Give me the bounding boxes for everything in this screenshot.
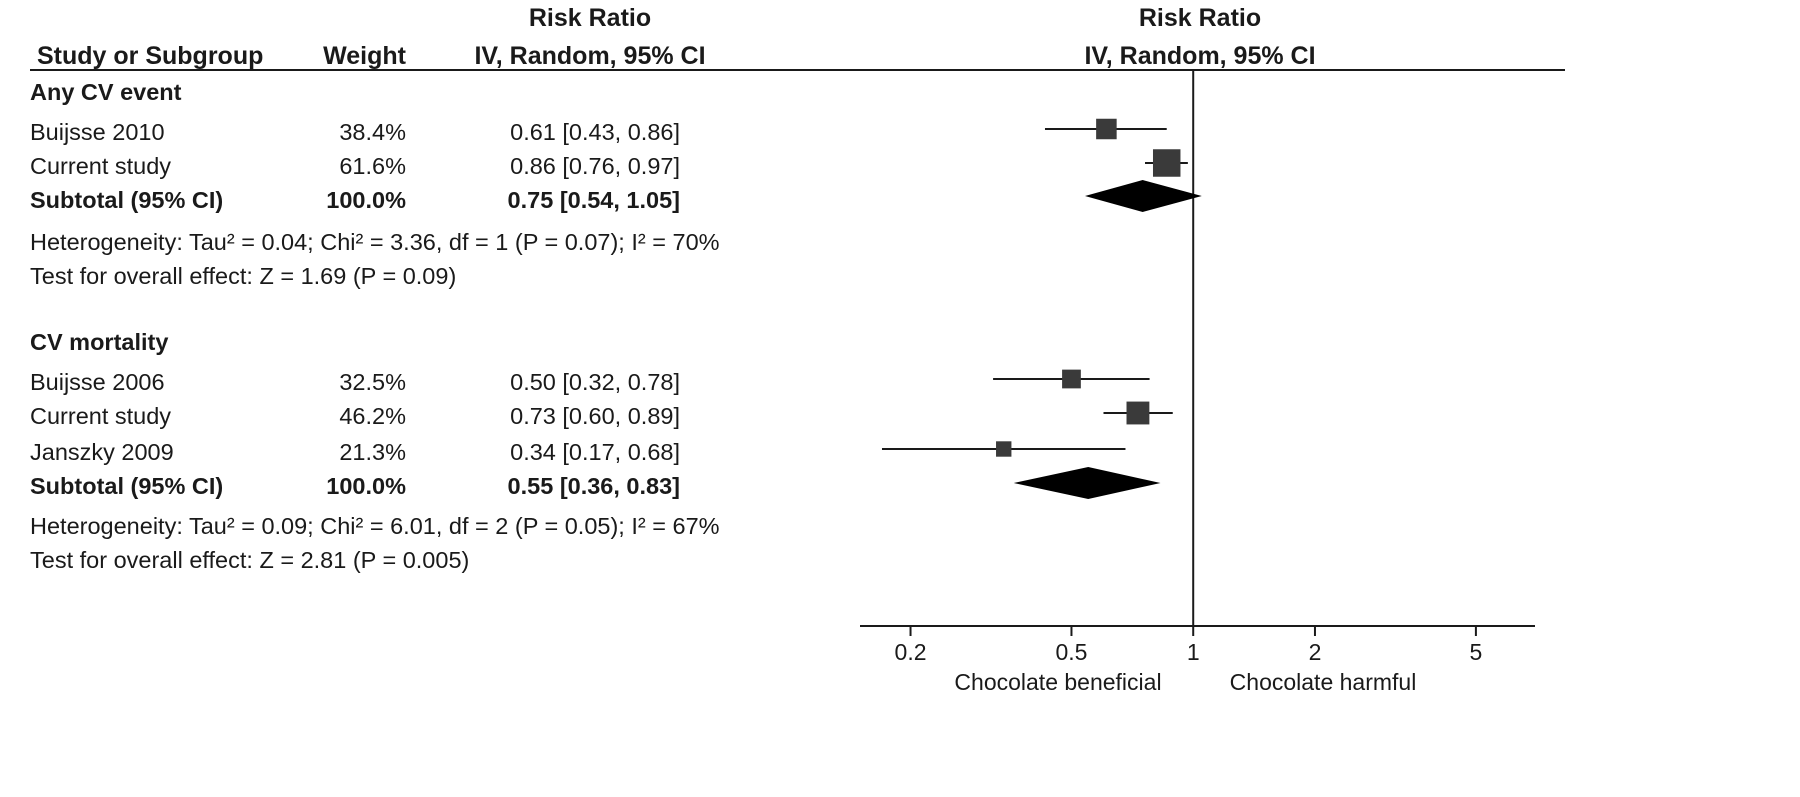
heterogeneity-text: Heterogeneity: Tau² = 0.04; Chi² = 3.36,… [30, 229, 720, 255]
plot-method: IV, Random, 95% CI [1084, 42, 1316, 70]
study-ci: 0.34 [0.17, 0.68] [510, 439, 680, 465]
study-ci: 0.86 [0.76, 0.97] [510, 153, 680, 179]
weight-column-header: Weight [323, 42, 406, 70]
subtotal-ci: 0.75 [0.54, 1.05] [507, 187, 680, 213]
study-column-header: Study or Subgroup [37, 42, 264, 70]
x-tick-label: 5 [1470, 639, 1483, 665]
effect-square [1152, 149, 1181, 177]
study-weight: 46.2% [339, 403, 406, 429]
subtotal-label: Subtotal (95% CI) [30, 187, 224, 213]
subtotal-diamond [1013, 467, 1161, 499]
study-name: Current study [30, 403, 172, 429]
effect-square [1126, 401, 1150, 425]
x-tick-label: 1 [1187, 639, 1200, 665]
effect-square [1062, 369, 1081, 389]
subgroup-title: CV mortality [30, 329, 169, 355]
plot-title: Risk Ratio [1138, 4, 1262, 32]
favours-left-label: Chocolate beneficial [954, 669, 1162, 695]
heterogeneity-text: Heterogeneity: Tau² = 0.09; Chi² = 6.01,… [30, 513, 720, 539]
subtotal-diamond [1084, 180, 1202, 212]
x-tick-label: 2 [1309, 639, 1322, 665]
subtotal-weight: 100.0% [326, 187, 406, 213]
x-tick-label: 0.5 [1055, 639, 1087, 665]
study-weight: 32.5% [339, 369, 406, 395]
x-tick-label: 0.2 [895, 639, 927, 665]
subtotal-label: Subtotal (95% CI) [30, 473, 224, 499]
effect-column-method: IV, Random, 95% CI [474, 42, 706, 70]
effect-square [1096, 118, 1117, 140]
overall-effect-text: Test for overall effect: Z = 1.69 (P = 0… [30, 263, 457, 289]
subtotal-ci: 0.55 [0.36, 0.83] [507, 473, 680, 499]
subgroup-title: Any CV event [30, 79, 182, 105]
study-weight: 61.6% [339, 153, 406, 179]
study-weight: 38.4% [339, 119, 406, 145]
study-weight: 21.3% [339, 439, 406, 465]
favours-right-label: Chocolate harmful [1229, 669, 1417, 695]
effect-square [996, 441, 1012, 457]
study-name: Buijsse 2006 [30, 369, 165, 395]
study-ci: 0.73 [0.60, 0.89] [510, 403, 680, 429]
study-name: Buijsse 2010 [30, 119, 165, 145]
study-name: Current study [30, 153, 172, 179]
study-name: Janszky 2009 [30, 439, 174, 465]
subtotal-weight: 100.0% [326, 473, 406, 499]
effect-column-title: Risk Ratio [528, 4, 652, 32]
overall-effect-text: Test for overall effect: Z = 2.81 (P = 0… [30, 547, 470, 573]
study-ci: 0.50 [0.32, 0.78] [510, 369, 680, 395]
study-ci: 0.61 [0.43, 0.86] [510, 119, 680, 145]
